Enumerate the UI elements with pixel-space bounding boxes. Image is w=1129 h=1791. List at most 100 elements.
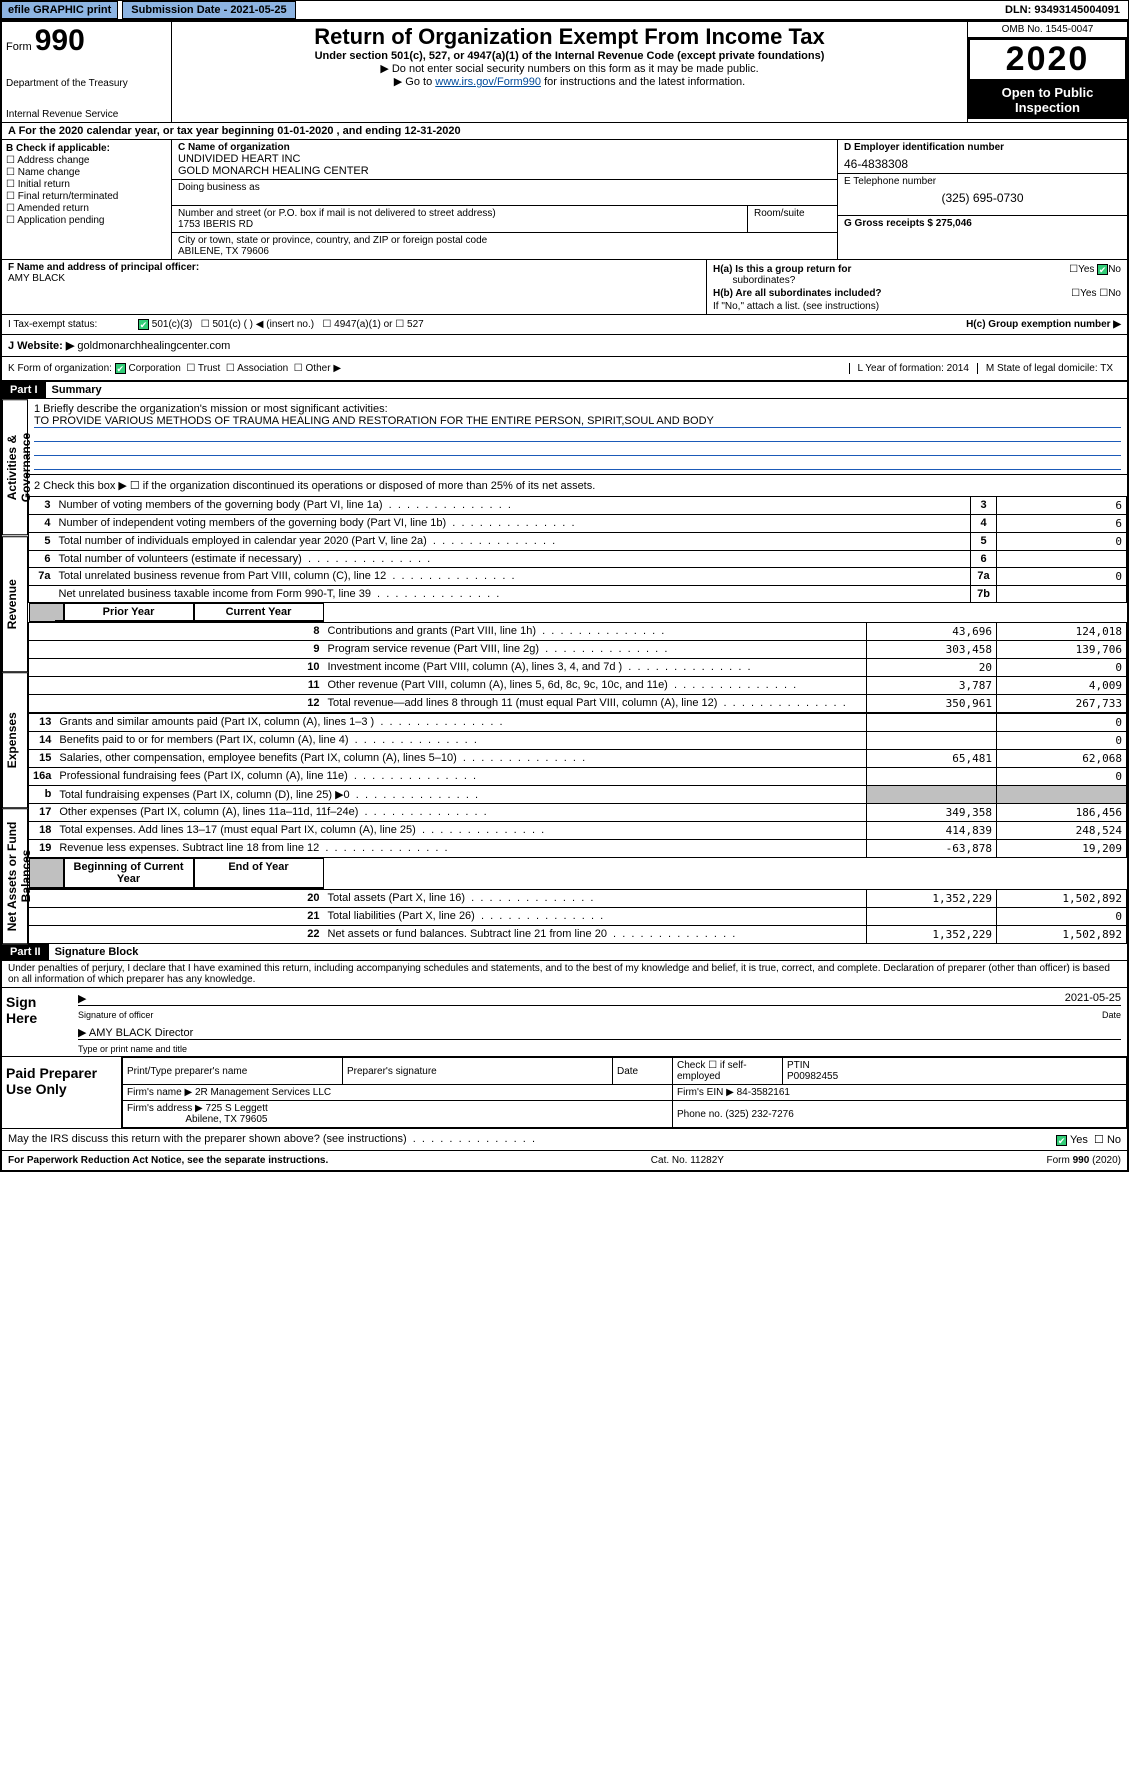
chk-501c3[interactable]: ✔ 501(c)(3) <box>138 319 192 330</box>
summary-row: 3Number of voting members of the governi… <box>29 497 1127 515</box>
vlabel-expenses: Expenses <box>2 672 28 808</box>
chk-trust[interactable]: ☐ Trust <box>186 363 220 374</box>
open-public: Open to PublicInspection <box>968 81 1127 119</box>
vertical-labels: Activities & Governance Revenue Expenses… <box>2 399 28 944</box>
dln-label: DLN: 93493145004091 <box>997 2 1128 18</box>
ein-block: D Employer identification number 46-4838… <box>838 140 1127 174</box>
dba-block: Doing business as <box>172 180 837 206</box>
summary-row: 7aTotal unrelated business revenue from … <box>29 568 1127 586</box>
summary-table-top: 3Number of voting members of the governi… <box>28 496 1127 603</box>
cat-no: Cat. No. 11282Y <box>651 1155 724 1166</box>
firm-ein: Firm's EIN ▶ 84-3582161 <box>673 1085 1127 1101</box>
tax-year-row: A For the 2020 calendar year, or tax yea… <box>2 123 1127 140</box>
chk-501c[interactable]: ☐ 501(c) ( ) ◀ (insert no.) <box>201 319 314 330</box>
hb-yesno[interactable]: ☐Yes ☐No <box>1071 288 1121 299</box>
chk-corporation[interactable]: ✔ Corporation <box>115 363 181 374</box>
header-left: Form 990 Department of the Treasury Inte… <box>2 22 172 122</box>
summary-row: 10Investment income (Part VIII, column (… <box>29 659 1127 677</box>
h-group: H(a) Is this a group return for subordin… <box>707 260 1127 314</box>
part1-header: Part I <box>2 382 46 398</box>
phone-value: (325) 695-0730 <box>844 191 1121 205</box>
part1-bar: Part I Summary <box>2 382 1127 399</box>
prep-name: Print/Type preparer's name <box>123 1058 343 1085</box>
ein-value: 46-4838308 <box>844 157 1121 171</box>
mission-text: TO PROVIDE VARIOUS METHODS OF TRAUMA HEA… <box>34 415 1121 428</box>
efile-print-button[interactable]: efile GRAPHIC print <box>1 1 118 19</box>
year-formation: L Year of formation: 2014 <box>849 363 977 374</box>
chk-527[interactable]: ☐ 527 <box>395 319 423 330</box>
dba-label: Doing business as <box>178 182 260 193</box>
form-footer: Form 990 (2020) <box>1047 1155 1121 1166</box>
form-prefix: Form <box>6 41 32 53</box>
discuss-yesno[interactable]: ✔ Yes ☐ No <box>1056 1133 1121 1146</box>
form-number: 990 <box>35 24 85 57</box>
paperwork-notice: For Paperwork Reduction Act Notice, see … <box>8 1155 328 1166</box>
vlabel-governance: Activities & Governance <box>2 399 28 535</box>
penalty-statement: Under penalties of perjury, I declare th… <box>2 961 1127 988</box>
header-center: Return of Organization Exempt From Incom… <box>172 22 967 122</box>
summary-row: 14Benefits paid to or for members (Part … <box>29 732 1127 750</box>
sign-here-row: Sign Here ▶2021-05-25 Signature of offic… <box>2 988 1127 1057</box>
summary-row: 18Total expenses. Add lines 13–17 (must … <box>29 822 1127 840</box>
b-label: B Check if applicable: <box>6 143 167 154</box>
summary-row: 16aProfessional fundraising fees (Part I… <box>29 768 1127 786</box>
section-b: B Check if applicable: ☐ Address change … <box>2 140 172 259</box>
section-c: C Name of organization UNDIVIDED HEART I… <box>172 140 837 259</box>
summary-row: 20Total assets (Part X, line 16)1,352,22… <box>29 890 1127 908</box>
c-label: C Name of organization <box>178 142 290 153</box>
chk-final-return[interactable]: ☐ Final return/terminated <box>6 191 167 202</box>
irs-link[interactable]: www.irs.gov/Form990 <box>435 76 541 88</box>
chk-name-change[interactable]: ☐ Name change <box>6 167 167 178</box>
paid-preparer-label: Paid Preparer Use Only <box>2 1057 122 1128</box>
city-state-zip: City or town, state or province, country… <box>172 233 837 259</box>
line2: 2 Check this box ▶ ☐ if the organization… <box>28 475 1127 496</box>
form-title: Return of Organization Exempt From Incom… <box>178 24 961 50</box>
chk-association[interactable]: ☐ Association <box>226 363 288 374</box>
part1-body: Activities & Governance Revenue Expenses… <box>2 399 1127 944</box>
firm-phone: Phone no. (325) 232-7276 <box>673 1101 1127 1128</box>
hc-label: H(c) Group exemption number ▶ <box>966 319 1121 330</box>
chk-other[interactable]: ☐ Other ▶ <box>294 363 341 374</box>
submission-date: Submission Date - 2021-05-25 <box>122 1 295 19</box>
topbar: efile GRAPHIC print Submission Date - 20… <box>0 0 1129 20</box>
firm-address: Firm's address ▶ 725 S Leggett Abilene, … <box>123 1101 673 1128</box>
summary-row: 22Net assets or fund balances. Subtract … <box>29 926 1127 944</box>
summary-row: 15Salaries, other compensation, employee… <box>29 750 1127 768</box>
summary-row: 19Revenue less expenses. Subtract line 1… <box>29 840 1127 858</box>
principal-officer: F Name and address of principal officer:… <box>2 260 707 314</box>
discuss-row: May the IRS discuss this return with the… <box>2 1129 1127 1150</box>
firm-name: Firm's name ▶ 2R Management Services LLC <box>123 1085 673 1101</box>
vlabel-netassets: Net Assets or Fund Balances <box>2 808 28 944</box>
chk-initial-return[interactable]: ☐ Initial return <box>6 179 167 190</box>
prep-self-emp[interactable]: Check ☐ if self-employed <box>673 1058 783 1085</box>
part2-header: Part II <box>2 944 49 960</box>
summary-table-exp: 13Grants and similar amounts paid (Part … <box>28 713 1127 858</box>
gross-receipts: G Gross receipts $ 275,046 <box>838 216 1127 231</box>
chk-amended-return[interactable]: ☐ Amended return <box>6 203 167 214</box>
chk-application-pending[interactable]: ☐ Application pending <box>6 215 167 226</box>
irs-label: Internal Revenue Service <box>6 109 167 120</box>
form-page: Form 990 Department of the Treasury Inte… <box>0 20 1129 1172</box>
row-k-form-org: K Form of organization: ✔ Corporation ☐ … <box>2 357 1127 382</box>
note-goto: ▶ Go to www.irs.gov/Form990 for instruct… <box>178 75 961 88</box>
org-name-1: UNDIVIDED HEART INC <box>178 153 300 165</box>
omb-number: OMB No. 1545-0047 <box>968 22 1127 38</box>
state-domicile: M State of legal domicile: TX <box>977 363 1121 374</box>
section-deg: D Employer identification number 46-4838… <box>837 140 1127 259</box>
sign-here-label: Sign Here <box>2 988 72 1056</box>
ha-yesno[interactable]: ☐Yes ✔No <box>1069 264 1121 286</box>
entity-info-row: B Check if applicable: ☐ Address change … <box>2 140 1127 260</box>
part2-bar: Part II Signature Block <box>2 944 1127 961</box>
summary-row: 21Total liabilities (Part X, line 26)0 <box>29 908 1127 926</box>
chk-address-change[interactable]: ☐ Address change <box>6 155 167 166</box>
vlabel-revenue: Revenue <box>2 536 28 672</box>
prep-date: Date <box>613 1058 673 1085</box>
part1-title: Summary <box>52 384 102 396</box>
mission-block: 1 Briefly describe the organization's mi… <box>28 399 1127 475</box>
street-address: Number and street (or P.O. box if mail i… <box>172 206 747 232</box>
chk-4947[interactable]: ☐ 4947(a)(1) or <box>322 319 392 330</box>
footer: For Paperwork Reduction Act Notice, see … <box>2 1150 1127 1170</box>
row-i-tax-exempt: I Tax-exempt status: ✔ 501(c)(3) ☐ 501(c… <box>2 315 1127 335</box>
prep-sig: Preparer's signature <box>343 1058 613 1085</box>
summary-table-rev: Prior YearCurrent Year 8Contributions an… <box>28 603 1127 713</box>
